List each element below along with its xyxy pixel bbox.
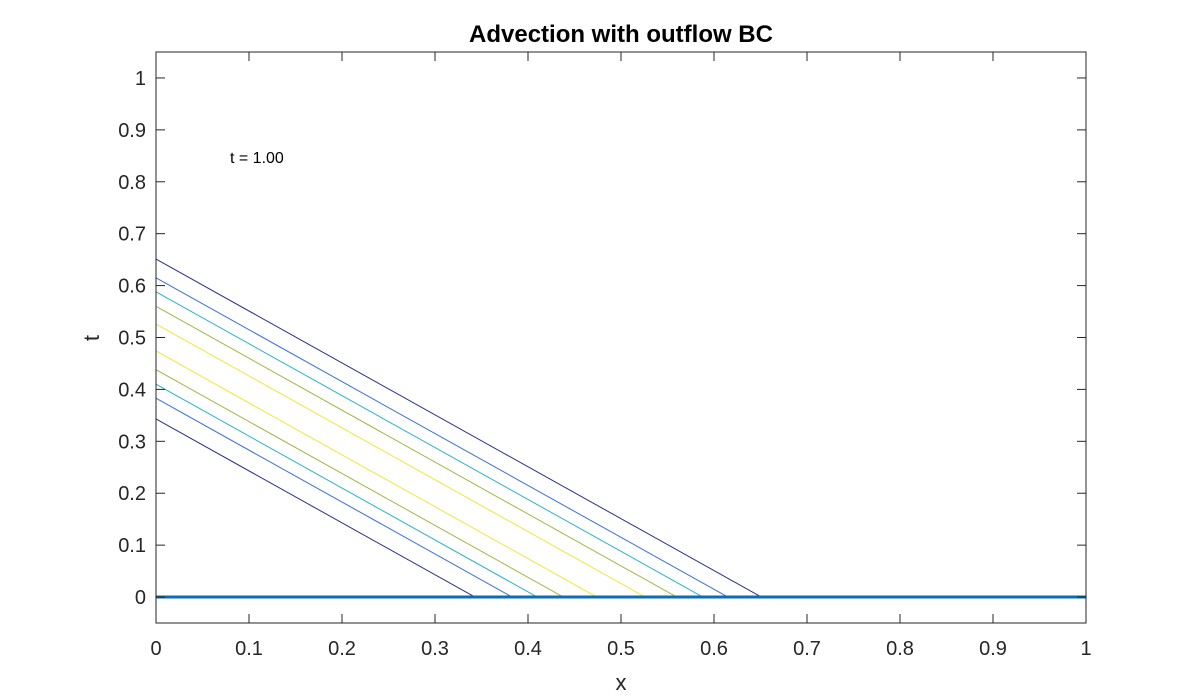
y-tick-label: 0.2: [118, 483, 146, 505]
tick-layer: 0 0.1 0.2 0.3 0.4 0.5 0.6 0.7 0.8 0.9 1 0 0.1 0.2 0.3 0…: [118, 52, 1092, 660]
y-tick-label: 0.9: [118, 120, 146, 142]
time-annotation: t = 1.00: [230, 150, 284, 167]
y-tick-label: 0.4: [118, 379, 146, 401]
y-tick-label: 1: [135, 68, 146, 90]
y-axis-label: t: [79, 335, 104, 341]
contour-line-7: [155, 305, 678, 598]
y-tick-label: 0.8: [118, 172, 146, 194]
y-tick-label: 0.3: [118, 431, 146, 453]
y-tick-label: 0.6: [118, 276, 146, 298]
y-tick-label: 0: [135, 587, 146, 609]
contour-line-1: [155, 418, 476, 598]
x-tick-label: 0.6: [700, 638, 728, 660]
x-tick-label: 0.8: [886, 638, 914, 660]
x-tick-label: 0: [150, 638, 161, 660]
contour-line-8: [155, 291, 704, 598]
x-tick-label: 0.1: [235, 638, 263, 660]
x-tick-label: 0.9: [979, 638, 1007, 660]
plot-area: 0 0.1 0.2 0.3 0.4 0.5 0.6 0.7 0.8 0.9 1 0 0.1 0.2 0.3 0…: [118, 51, 1092, 660]
chart-title: Advection with outflow BC: [469, 21, 773, 48]
x-tick-label: 0.5: [607, 638, 635, 660]
x-tick-label: 0.3: [421, 638, 449, 660]
y-tick-label: 0.7: [118, 224, 146, 246]
contour-line-6: [155, 323, 646, 598]
contour-line-2: [155, 397, 513, 598]
x-tick-label: 0.2: [328, 638, 356, 660]
x-tick-label: 0.7: [793, 638, 821, 660]
contour-line-10: [155, 258, 762, 598]
y-tick-label: 0.5: [118, 328, 146, 350]
contour-line-3: [155, 383, 538, 598]
contour-line-5: [155, 350, 598, 598]
x-axis-label: x: [616, 670, 627, 695]
x-tick-label: 1: [1080, 638, 1091, 660]
x-tick-label: 0.4: [514, 638, 542, 660]
contour-line-9: [155, 277, 729, 598]
y-tick-label: 0.1: [118, 535, 146, 557]
data-layer: [155, 258, 1086, 599]
contour-line-4: [155, 369, 564, 598]
